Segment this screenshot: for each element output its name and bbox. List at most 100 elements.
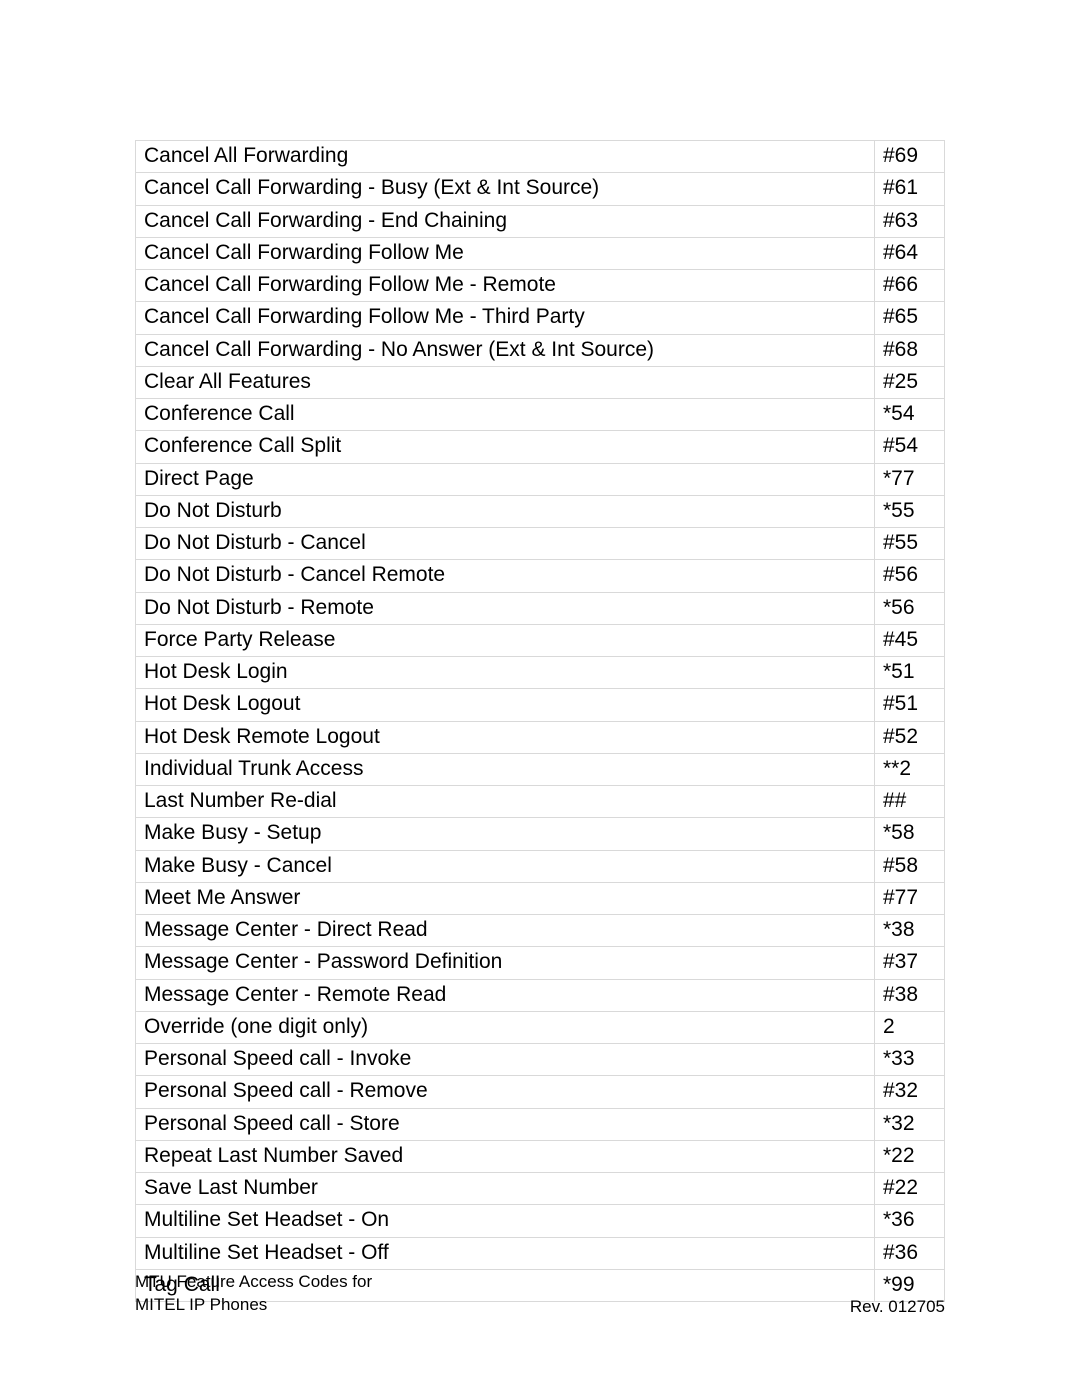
code-cell: #65 (875, 302, 945, 334)
feature-cell: Do Not Disturb (136, 495, 875, 527)
code-cell: #56 (875, 560, 945, 592)
table-row: Hot Desk Login*51 (136, 657, 945, 689)
code-cell: #68 (875, 334, 945, 366)
feature-cell: Message Center - Direct Read (136, 915, 875, 947)
table-row: Personal Speed call - Remove#32 (136, 1076, 945, 1108)
table-row: Cancel Call Forwarding Follow Me#64 (136, 237, 945, 269)
feature-cell: Make Busy - Setup (136, 818, 875, 850)
table-row: Do Not Disturb - Cancel#55 (136, 528, 945, 560)
table-row: Conference Call*54 (136, 399, 945, 431)
feature-cell: Cancel Call Forwarding - No Answer (Ext … (136, 334, 875, 366)
code-cell: #63 (875, 205, 945, 237)
feature-cell: Cancel All Forwarding (136, 141, 875, 173)
table-row: Do Not Disturb - Remote*56 (136, 592, 945, 624)
code-cell: *22 (875, 1140, 945, 1172)
code-cell: #51 (875, 689, 945, 721)
feature-cell: Personal Speed call - Store (136, 1108, 875, 1140)
feature-cell: Cancel Call Forwarding Follow Me (136, 237, 875, 269)
feature-cell: Cancel Call Forwarding Follow Me - Third… (136, 302, 875, 334)
code-cell: #69 (875, 141, 945, 173)
table-row: Message Center - Password Definition#37 (136, 947, 945, 979)
table-row: Do Not Disturb - Cancel Remote#56 (136, 560, 945, 592)
code-cell: #37 (875, 947, 945, 979)
code-cell: *55 (875, 495, 945, 527)
table-row: Cancel All Forwarding#69 (136, 141, 945, 173)
table-row: Cancel Call Forwarding Follow Me - Third… (136, 302, 945, 334)
feature-cell: Message Center - Remote Read (136, 979, 875, 1011)
feature-cell: Repeat Last Number Saved (136, 1140, 875, 1172)
code-cell: *77 (875, 463, 945, 495)
code-cell: *33 (875, 1044, 945, 1076)
table-row: Multiline Set Headset - On*36 (136, 1205, 945, 1237)
table-row: Personal Speed call - Invoke*33 (136, 1044, 945, 1076)
feature-cell: Direct Page (136, 463, 875, 495)
table-row: Make Busy - Cancel#58 (136, 850, 945, 882)
footer-left-line2: MITEL IP Phones (135, 1295, 267, 1314)
feature-cell: Force Party Release (136, 624, 875, 656)
footer-right: Rev. 012705 (850, 1297, 945, 1317)
table-row: Save Last Number#22 (136, 1173, 945, 1205)
code-cell: #64 (875, 237, 945, 269)
feature-cell: Override (one digit only) (136, 1011, 875, 1043)
table-row: Cancel Call Forwarding - End Chaining#63 (136, 205, 945, 237)
document-page: Cancel All Forwarding#69Cancel Call Forw… (0, 0, 1080, 1302)
table-row: Hot Desk Remote Logout#52 (136, 721, 945, 753)
table-row: Multiline Set Headset - Off#36 (136, 1237, 945, 1269)
table-row: Repeat Last Number Saved*22 (136, 1140, 945, 1172)
code-cell: *51 (875, 657, 945, 689)
footer-left-line1: MTU Feature Access Codes for (135, 1272, 372, 1291)
feature-cell: Conference Call (136, 399, 875, 431)
table-row: Cancel Call Forwarding - No Answer (Ext … (136, 334, 945, 366)
feature-cell: Personal Speed call - Invoke (136, 1044, 875, 1076)
code-cell: #61 (875, 173, 945, 205)
code-cell: *56 (875, 592, 945, 624)
code-cell: #36 (875, 1237, 945, 1269)
code-cell: #66 (875, 270, 945, 302)
feature-cell: Message Center - Password Definition (136, 947, 875, 979)
code-cell: #77 (875, 882, 945, 914)
feature-cell: Individual Trunk Access (136, 753, 875, 785)
table-row: Direct Page*77 (136, 463, 945, 495)
table-row: Clear All Features#25 (136, 366, 945, 398)
code-cell: #22 (875, 1173, 945, 1205)
code-cell: *38 (875, 915, 945, 947)
feature-cell: Do Not Disturb - Cancel (136, 528, 875, 560)
feature-cell: Cancel Call Forwarding - Busy (Ext & Int… (136, 173, 875, 205)
feature-cell: Cancel Call Forwarding - End Chaining (136, 205, 875, 237)
table-row: Make Busy - Setup*58 (136, 818, 945, 850)
feature-cell: Do Not Disturb - Cancel Remote (136, 560, 875, 592)
code-cell: *32 (875, 1108, 945, 1140)
table-row: Last Number Re-dial## (136, 786, 945, 818)
code-cell: #25 (875, 366, 945, 398)
feature-cell: Conference Call Split (136, 431, 875, 463)
code-cell: #58 (875, 850, 945, 882)
feature-cell: Hot Desk Login (136, 657, 875, 689)
code-cell: *58 (875, 818, 945, 850)
table-row: Cancel Call Forwarding Follow Me - Remot… (136, 270, 945, 302)
feature-cell: Meet Me Answer (136, 882, 875, 914)
table-row: Meet Me Answer#77 (136, 882, 945, 914)
table-row: Override (one digit only)2 (136, 1011, 945, 1043)
feature-codes-table: Cancel All Forwarding#69Cancel Call Forw… (135, 140, 945, 1302)
code-cell: 2 (875, 1011, 945, 1043)
code-cell: #32 (875, 1076, 945, 1108)
table-row: Conference Call Split#54 (136, 431, 945, 463)
code-cell: #45 (875, 624, 945, 656)
feature-cell: Save Last Number (136, 1173, 875, 1205)
code-cell: #54 (875, 431, 945, 463)
feature-cell: Cancel Call Forwarding Follow Me - Remot… (136, 270, 875, 302)
table-row: Message Center - Remote Read#38 (136, 979, 945, 1011)
table-row: Hot Desk Logout#51 (136, 689, 945, 721)
feature-cell: Do Not Disturb - Remote (136, 592, 875, 624)
code-cell: ## (875, 786, 945, 818)
table-row: Personal Speed call - Store*32 (136, 1108, 945, 1140)
table-row: Cancel Call Forwarding - Busy (Ext & Int… (136, 173, 945, 205)
footer-left: MTU Feature Access Codes for MITEL IP Ph… (135, 1271, 372, 1317)
code-cell: **2 (875, 753, 945, 785)
feature-cell: Make Busy - Cancel (136, 850, 875, 882)
feature-cell: Multiline Set Headset - Off (136, 1237, 875, 1269)
table-row: Do Not Disturb*55 (136, 495, 945, 527)
code-cell: #38 (875, 979, 945, 1011)
feature-cell: Clear All Features (136, 366, 875, 398)
code-cell: *54 (875, 399, 945, 431)
